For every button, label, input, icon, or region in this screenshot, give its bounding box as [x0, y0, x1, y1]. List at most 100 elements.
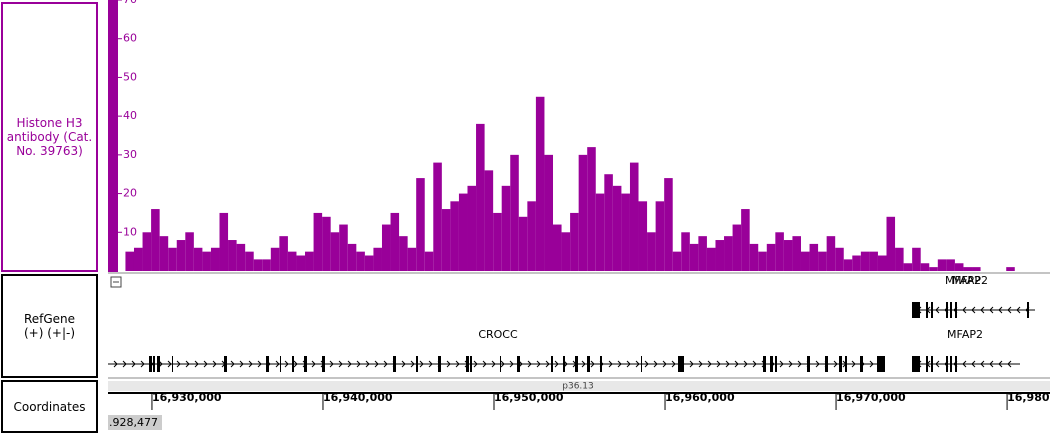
signal-bar — [826, 236, 836, 271]
signal-bar — [903, 263, 913, 271]
signal-bar — [450, 201, 459, 271]
strand-arrow — [716, 360, 721, 368]
exon — [807, 356, 810, 372]
coordinates-label: Coordinates — [13, 399, 86, 414]
exon — [1027, 302, 1029, 318]
signal-bar — [706, 247, 716, 271]
exon — [912, 356, 920, 372]
strand-arrow — [590, 360, 595, 368]
strand-arrow — [284, 360, 289, 368]
strand-arrow — [491, 360, 496, 368]
exon — [950, 302, 952, 318]
exon — [416, 356, 418, 372]
signal-bar — [937, 259, 947, 271]
signal-bar — [818, 251, 827, 271]
y-tick-label: 70 — [123, 0, 137, 6]
strand-arrow — [122, 360, 127, 368]
strand-arrow — [788, 360, 793, 368]
exon — [877, 356, 885, 372]
exon — [266, 356, 269, 372]
strand-arrow — [971, 360, 976, 368]
signal-bar — [296, 255, 306, 271]
strand-arrow — [797, 360, 802, 368]
exon — [839, 356, 842, 372]
signal-bar — [236, 243, 246, 271]
exon — [678, 356, 684, 372]
exon — [153, 356, 155, 372]
x-tick-label: 16,940,000 — [323, 391, 393, 404]
strand-arrow — [689, 360, 694, 368]
strand-arrow — [554, 360, 559, 368]
strand-arrow — [338, 360, 343, 368]
strand-arrow — [734, 360, 739, 368]
y-tick-label: 30 — [123, 148, 137, 161]
signal-bar — [809, 243, 819, 271]
signal-bar — [860, 251, 870, 271]
y-tick-label: 40 — [123, 109, 137, 122]
strand-arrow — [140, 360, 145, 368]
exon — [280, 356, 281, 372]
strand-arrow — [185, 360, 190, 368]
signal-bar — [612, 185, 622, 271]
signal-bar — [133, 247, 143, 271]
strand-arrow — [962, 306, 967, 314]
exon — [860, 356, 863, 372]
signal-bar — [433, 162, 442, 271]
gene-label: MFAP2 — [952, 274, 988, 287]
strand-arrow — [167, 360, 172, 368]
strand-arrow — [671, 360, 676, 368]
strand-arrow — [743, 360, 748, 368]
exon — [500, 356, 501, 372]
strand-arrow — [815, 360, 820, 368]
signal-bar — [322, 216, 331, 271]
signal-bar — [313, 212, 323, 271]
signal-bar — [125, 251, 134, 271]
y-tick-label: 20 — [123, 187, 137, 200]
strand-arrow — [410, 360, 415, 368]
signal-bar — [835, 247, 844, 271]
signal-bar — [886, 216, 896, 271]
signal-bar — [895, 247, 904, 271]
signal-bar — [912, 247, 921, 271]
signal-bar — [219, 212, 229, 271]
signal-bar — [193, 247, 203, 271]
strand-arrow — [617, 360, 622, 368]
signal-bar — [364, 255, 374, 271]
strand-arrow — [401, 360, 406, 368]
strand-arrow — [851, 360, 856, 368]
position-box — [108, 415, 162, 430]
strand-arrow — [980, 306, 985, 314]
strand-arrow — [446, 360, 451, 368]
signal-bar — [689, 243, 699, 271]
signal-bar — [228, 240, 237, 271]
strand-arrow — [1016, 306, 1021, 314]
signal-bar — [920, 263, 930, 271]
signal-bar — [185, 232, 194, 271]
signal-bar — [245, 251, 254, 271]
signal-bar — [493, 212, 502, 271]
exon — [845, 356, 847, 372]
exon — [770, 356, 773, 372]
strand-arrow — [230, 360, 235, 368]
signal-bar — [972, 267, 981, 271]
signal-bar — [587, 147, 596, 271]
signal-bar — [210, 247, 220, 271]
strand-arrow — [194, 360, 199, 368]
y-tick-label: 10 — [123, 225, 137, 238]
strand-arrow — [635, 360, 640, 368]
strand-arrow — [962, 360, 967, 368]
signal-bar — [381, 224, 391, 271]
signal-bar — [792, 236, 801, 271]
strand-arrow — [455, 360, 460, 368]
exon — [912, 302, 920, 318]
signal-bar — [458, 193, 468, 271]
gene-label: MFAP2 — [947, 328, 983, 341]
signal-bar — [287, 251, 297, 271]
strand-arrow — [644, 360, 649, 368]
signal-bar — [373, 247, 382, 271]
signal-bar — [305, 251, 314, 271]
signal-bar — [664, 178, 673, 271]
exon — [763, 356, 766, 372]
signal-bar — [270, 247, 280, 271]
